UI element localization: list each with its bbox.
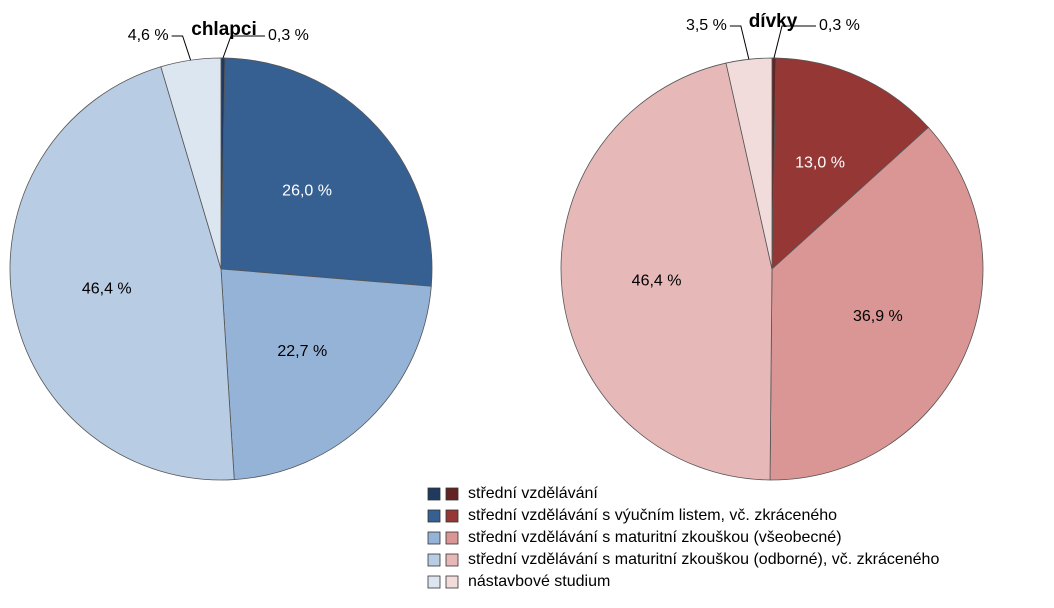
legend-swatch — [427, 531, 441, 545]
pie-slice — [560, 62, 773, 481]
legend-swatch — [445, 509, 459, 523]
legend-label: střední vzdělávání s výučním listem, vč.… — [468, 507, 837, 524]
legend-swatch — [445, 487, 459, 501]
leader-line — [171, 35, 192, 61]
pie-slice — [725, 57, 773, 270]
pie-slice — [9, 66, 235, 481]
data-label: 0,3 % — [268, 27, 309, 44]
data-label: 13,0 % — [795, 155, 845, 172]
pie-slice — [220, 57, 433, 287]
legend-swatch — [445, 553, 459, 567]
legend-label: střední vzdělávání s maturitní zkouškou … — [468, 551, 939, 568]
legend-swatch — [427, 553, 441, 567]
data-label: 46,4 % — [632, 272, 682, 289]
data-label: 22,7 % — [277, 343, 327, 360]
legend-swatch — [445, 575, 459, 589]
legend-label: střední vzdělávání s maturitní zkouškou … — [468, 529, 842, 546]
legend-swatch — [427, 575, 441, 589]
data-label: 3,5 % — [686, 17, 727, 34]
pie-slice — [160, 57, 222, 270]
leader-line — [222, 35, 265, 59]
pie-slice — [771, 57, 929, 270]
leader-line — [729, 25, 750, 60]
leader-line — [773, 25, 816, 59]
pie-slice — [220, 268, 432, 481]
legend-swatch — [427, 509, 441, 523]
data-label: 4,6 % — [128, 27, 169, 44]
chart-title: dívky — [749, 11, 798, 32]
data-label: 46,4 % — [82, 281, 132, 298]
chart-title: chlapci — [191, 19, 256, 40]
data-label: 36,9 % — [853, 308, 903, 325]
data-label: 0,3 % — [819, 17, 860, 34]
legend-label: nástavbové studium — [468, 573, 610, 590]
legend-label: střední vzdělávání — [468, 485, 598, 502]
data-label: 26,0 % — [282, 182, 332, 199]
legend-swatch — [427, 487, 441, 501]
pie-slice — [769, 126, 984, 481]
legend-swatch — [445, 531, 459, 545]
